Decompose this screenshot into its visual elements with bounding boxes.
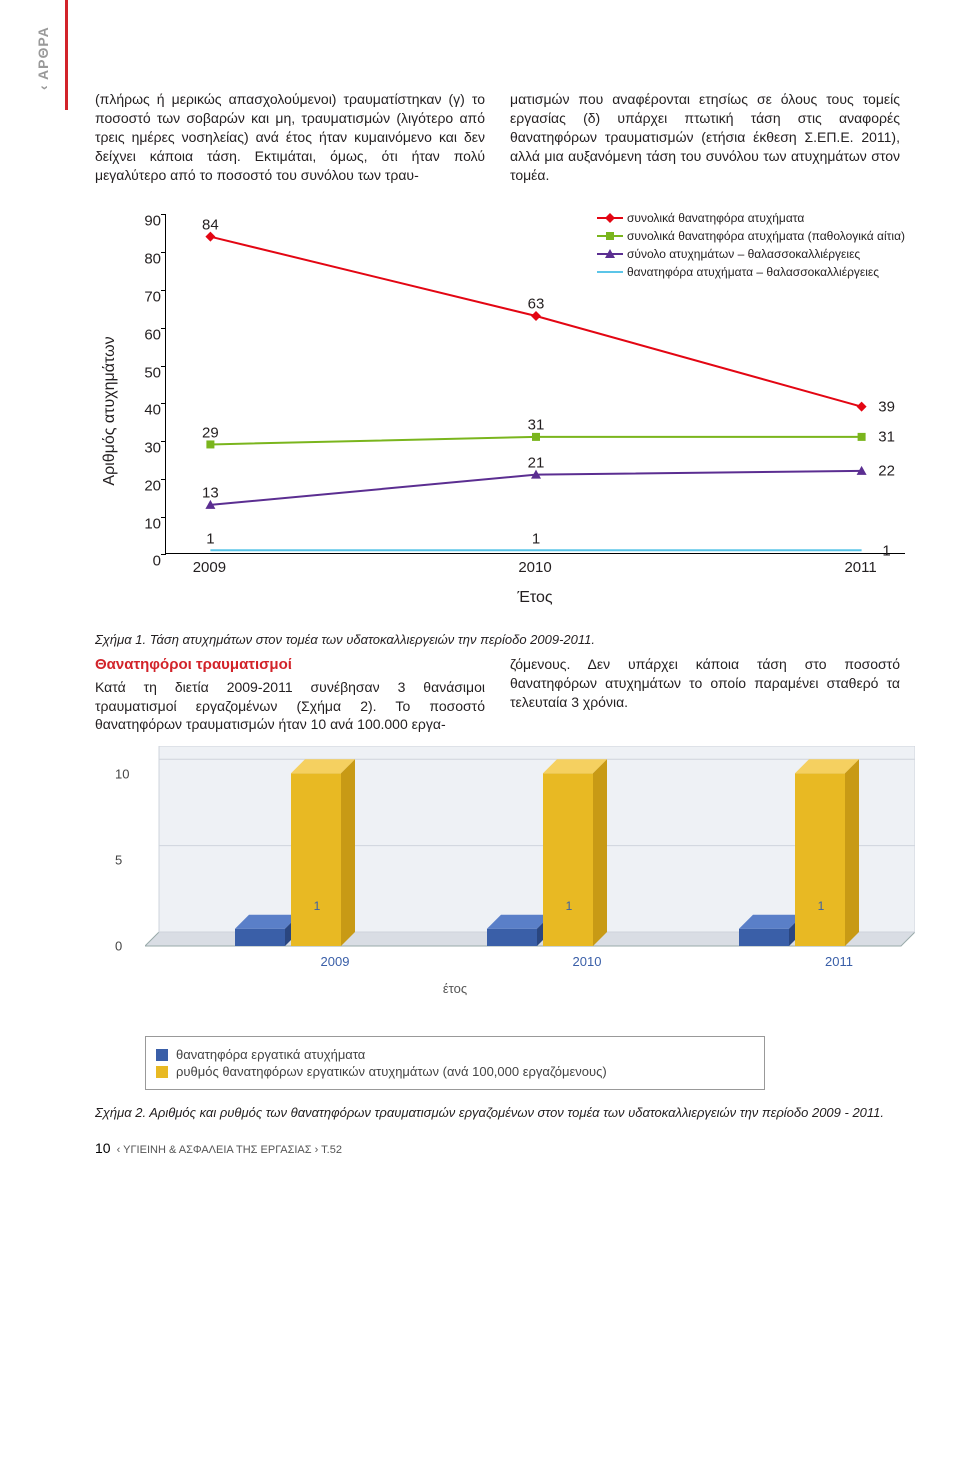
chart2-legend: θανατηφόρα εργατικά ατυχήματαρυθμός θανα… [145, 1036, 765, 1090]
section-para-right: ζόμενους. Δεν υπάρχει κάποια τάση στο πο… [510, 655, 900, 734]
side-tab: ‹ ΑΡΘΡΑ [35, 26, 51, 90]
page-footer: 10 ‹ ΥΓΙΕΙΝΗ & ΑΣΦΑΛΕΙΑ ΤΗΣ ΕΡΓΑΣΙΑΣ › Τ… [95, 1140, 900, 1156]
chart1-caption: Σχήμα 1. Τάση ατυχημάτων στον τομέα των … [95, 632, 900, 647]
chart2: 0510200912010120111 έτος θανατηφόρα εργα… [95, 746, 900, 1090]
footer-text: ‹ ΥΓΙΕΙΝΗ & ΑΣΦΑΛΕΙΑ ΤΗΣ ΕΡΓΑΣΙΑΣ › Τ.52 [117, 1144, 342, 1156]
chart2-caption: Σχήμα 2. Αριθμός και ρυθμός των θανατηφό… [95, 1105, 900, 1120]
section-para-left: Κατά τη διετία 2009-2011 συνέβησαν 3 θαν… [95, 679, 485, 733]
chart1: Αριθμός ατυχημάτων συνολικά θανατηφόρα α… [95, 214, 900, 607]
intro-para-right: ματισμών που αναφέρονται ετησίως σε όλου… [510, 90, 900, 184]
section-subheading: Θανατηφόροι τραυματισμοί [95, 655, 485, 675]
chart2-x-label: έτος [145, 981, 765, 996]
chart1-plot: συνολικά θανατηφόρα ατυχήματασυνολικά θα… [165, 214, 905, 554]
side-accent-line [65, 0, 68, 110]
chart1-x-label: Έτος [165, 589, 905, 607]
page-number: 10 [95, 1140, 111, 1156]
chart1-y-label: Αριθμός ατυχημάτων [101, 336, 119, 485]
chart2-plot: 0510200912010120111 [145, 746, 915, 966]
intro-para-left: (πλήρως ή μερικώς απασχολούμενοι) τραυμα… [95, 90, 485, 184]
